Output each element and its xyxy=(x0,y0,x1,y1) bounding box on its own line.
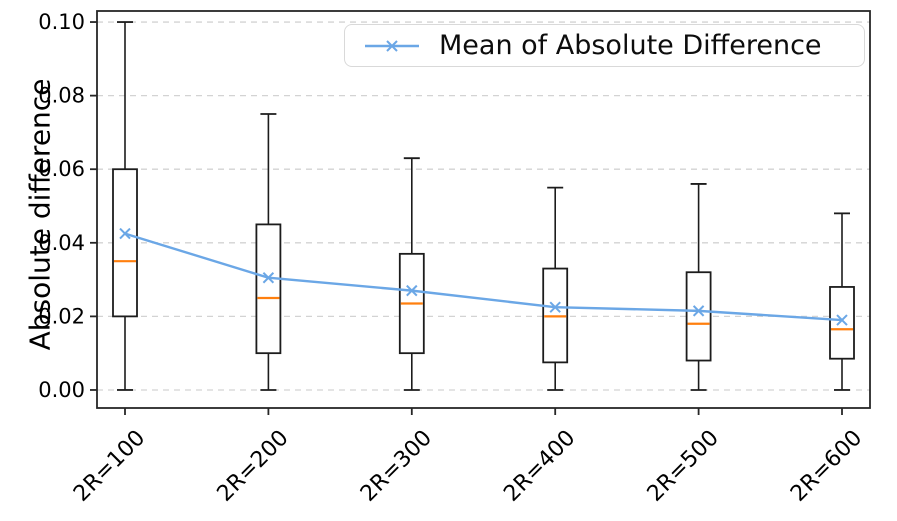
legend-label: Mean of Absolute Difference xyxy=(439,30,822,61)
plot-frame xyxy=(96,10,871,409)
y-axis-label: Absolute difference xyxy=(23,78,57,351)
x-tick-label: 2R=100 xyxy=(69,426,150,507)
y-tick-label: 0.04 xyxy=(38,231,85,255)
box xyxy=(255,223,282,355)
legend: Mean of Absolute Difference xyxy=(344,24,865,67)
x-tick-label: 2R=500 xyxy=(643,426,724,507)
legend-x-marker-icon xyxy=(386,39,398,52)
mean-line xyxy=(124,232,843,322)
mean-x-marker-icon xyxy=(836,314,848,326)
x-tick-label: 2R=200 xyxy=(213,426,294,507)
x-tick-label: 2R=600 xyxy=(786,426,867,507)
y-tick-label: 0.10 xyxy=(38,10,85,34)
box xyxy=(112,168,138,318)
mean-x-marker-icon xyxy=(119,227,131,240)
legend-mean-line-sample xyxy=(365,39,419,52)
x-tick-label: 2R=300 xyxy=(356,426,437,507)
mean-x-marker-icon xyxy=(549,301,561,313)
mean-x-marker-icon xyxy=(406,284,418,297)
y-tick-label: 0.08 xyxy=(38,84,85,108)
mean-x-marker-icon xyxy=(262,272,275,284)
mean-x-marker-icon xyxy=(692,305,705,317)
y-tick-label: 0.02 xyxy=(38,304,85,328)
box xyxy=(685,271,712,362)
x-tick-label: 2R=400 xyxy=(499,426,580,507)
y-tick-label: 0.00 xyxy=(38,378,85,402)
y-tick-label: 0.06 xyxy=(38,157,85,181)
box xyxy=(829,286,855,360)
